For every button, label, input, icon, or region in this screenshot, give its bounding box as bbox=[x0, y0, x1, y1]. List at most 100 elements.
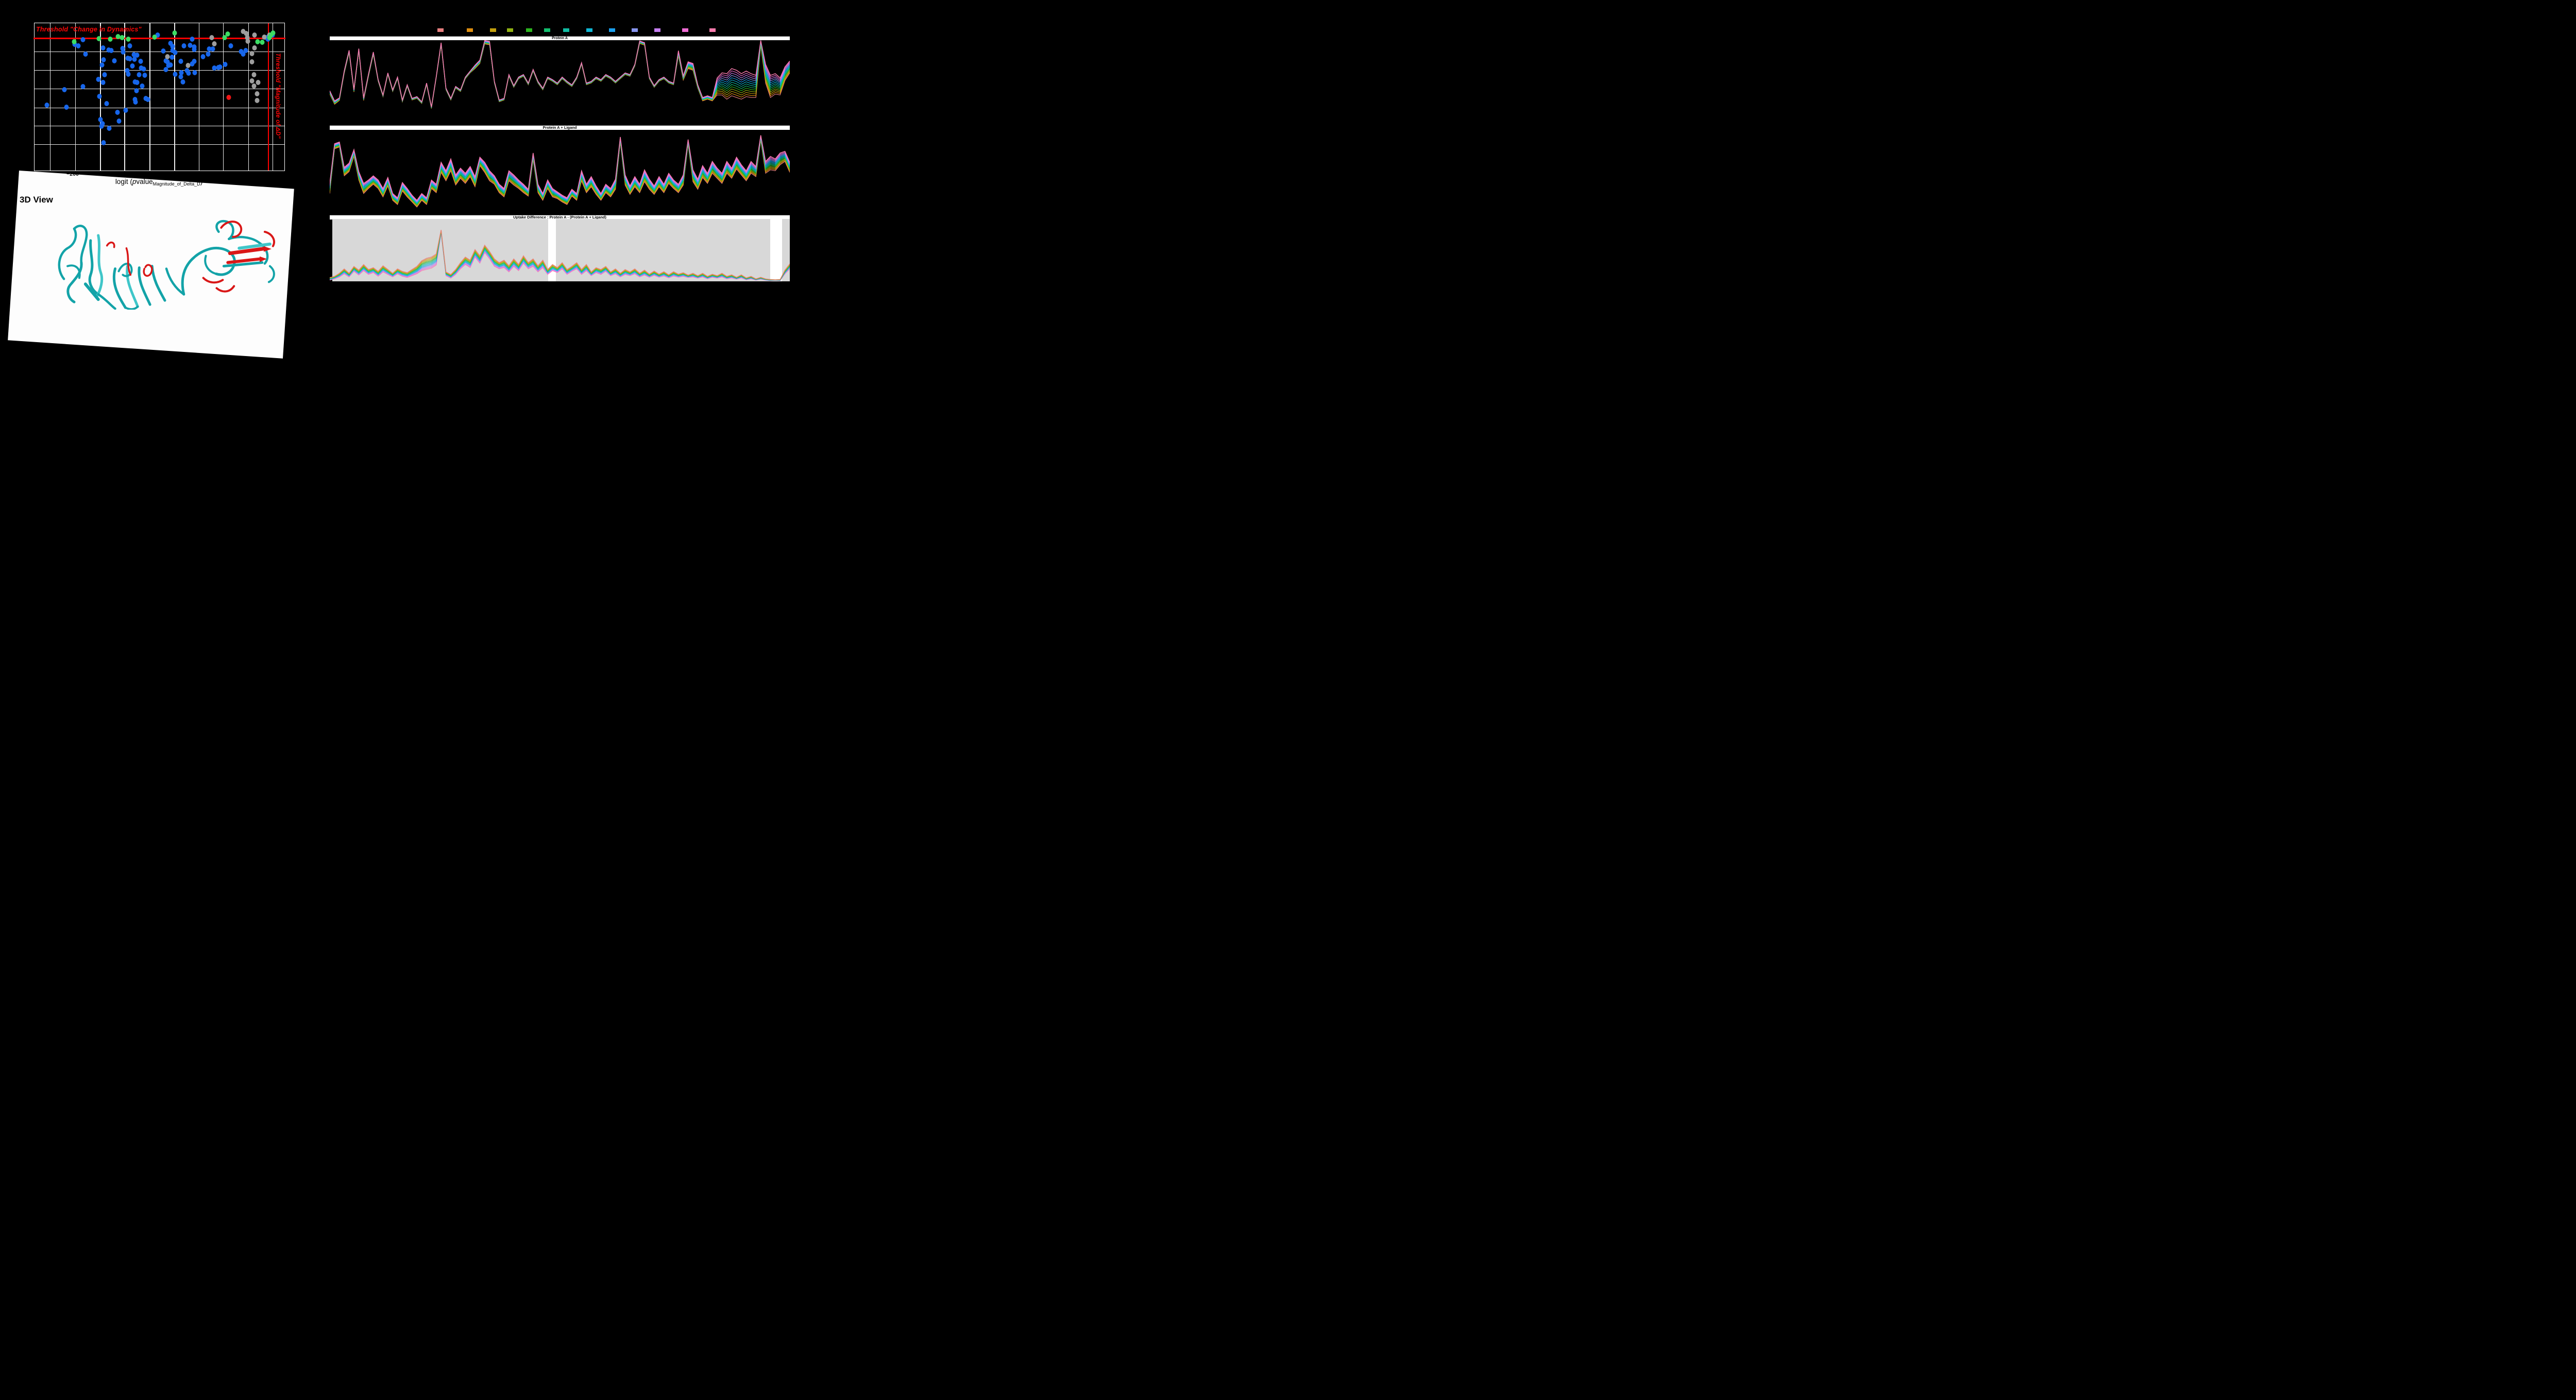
threshold-magnitude-label: Threshold "Magnitude of ΔD" bbox=[275, 53, 281, 139]
x-tick-minus100: −100 bbox=[120, 171, 132, 177]
legend-swatch-timepoint-1[interactable] bbox=[437, 28, 444, 32]
uptake-trace-timepoint-5 bbox=[330, 42, 790, 108]
volcano-point-low-confidence bbox=[252, 32, 257, 38]
volcano-point-non-significant bbox=[163, 67, 168, 72]
volcano-point-non-significant bbox=[130, 63, 135, 69]
volcano-point-non-significant bbox=[109, 48, 114, 53]
volcano-point-non-significant bbox=[134, 88, 139, 93]
volcano-point-low-confidence bbox=[251, 72, 257, 77]
legend-swatch-timepoint-11[interactable] bbox=[654, 28, 660, 32]
volcano-point-non-significant bbox=[126, 72, 131, 77]
gridline bbox=[248, 23, 249, 171]
volcano-point-non-significant bbox=[223, 62, 228, 67]
red-strand-arrowhead bbox=[263, 246, 272, 252]
volcano-point-non-significant bbox=[228, 43, 233, 48]
gridline bbox=[223, 23, 224, 171]
volcano-point-non-significant bbox=[100, 45, 106, 50]
uptake-charts-panel: Protein A Protein A + Ligand Uptake Diff… bbox=[330, 21, 790, 284]
volcano-point-non-significant bbox=[179, 70, 184, 75]
gap-band bbox=[770, 219, 782, 281]
legend-swatch-timepoint-12[interactable] bbox=[682, 28, 688, 32]
volcano-point-non-significant bbox=[142, 73, 147, 78]
gridline bbox=[35, 144, 284, 145]
uptake-trace-timepoint-12 bbox=[330, 136, 790, 201]
volcano-point-non-significant bbox=[102, 72, 107, 77]
volcano-point-non-significant bbox=[170, 48, 175, 53]
volcano-point-non-significant bbox=[200, 54, 206, 59]
volcano-point-significant-dynamics bbox=[152, 35, 157, 40]
volcano-point-low-confidence bbox=[255, 98, 260, 103]
legend-swatch-timepoint-8[interactable] bbox=[586, 28, 592, 32]
volcano-point-significant-dynamics bbox=[270, 30, 276, 36]
legend-swatch-timepoint-6[interactable] bbox=[544, 28, 550, 32]
legend-swatch-timepoint-10[interactable] bbox=[632, 28, 638, 32]
chart-uptake-difference[interactable] bbox=[330, 219, 790, 281]
volcano-point-low-confidence bbox=[165, 54, 170, 59]
volcano-point-low-confidence bbox=[249, 78, 255, 83]
legend-swatch-timepoint-2[interactable] bbox=[467, 28, 473, 32]
legend-swatch-timepoint-9[interactable] bbox=[609, 28, 615, 32]
volcano-point-non-significant bbox=[101, 140, 106, 145]
volcano-point-non-significant bbox=[76, 43, 81, 48]
uptake-trace-timepoint-8 bbox=[330, 137, 790, 204]
volcano-point-non-significant bbox=[115, 110, 120, 115]
volcano-point-non-significant bbox=[186, 71, 191, 76]
volcano-point-significant-dynamics bbox=[222, 35, 227, 40]
uptake-trace-timepoint-1 bbox=[330, 230, 790, 280]
volcano-point-non-significant bbox=[100, 80, 106, 85]
legend-swatch-timepoint-5[interactable] bbox=[526, 28, 532, 32]
volcano-point-non-significant bbox=[170, 55, 175, 60]
uptake-trace-timepoint-4 bbox=[330, 139, 790, 206]
volcano-point-non-significant bbox=[168, 41, 173, 46]
protein-ribbon-viewport[interactable] bbox=[49, 217, 281, 310]
volcano-point-non-significant bbox=[80, 84, 86, 89]
volcano-point-non-significant bbox=[188, 43, 193, 48]
volcano-point-low-confidence bbox=[245, 35, 250, 40]
volcano-plot-area[interactable]: Threshold "Change in Dynamics" Threshold… bbox=[33, 23, 285, 171]
volcano-point-non-significant bbox=[190, 61, 195, 66]
difference-chart-background bbox=[332, 219, 790, 281]
volcano-point-non-significant bbox=[192, 47, 197, 52]
volcano-point-low-confidence bbox=[249, 59, 255, 64]
threshold-line-dynamics[interactable] bbox=[33, 38, 285, 39]
volcano-point-non-significant bbox=[83, 52, 88, 57]
uptake-trace-timepoint-10 bbox=[330, 136, 790, 203]
uptake-trace-timepoint-13 bbox=[330, 40, 790, 107]
uptake-trace-timepoint-7 bbox=[330, 138, 790, 205]
volcano-point-non-significant bbox=[44, 103, 49, 108]
volcano-point-low-confidence bbox=[262, 35, 267, 40]
volcano-point-significant-dynamics bbox=[268, 32, 274, 38]
volcano-point-non-significant bbox=[96, 77, 101, 82]
volcano-point-non-significant bbox=[62, 87, 67, 92]
legend-swatch-timepoint-13[interactable] bbox=[709, 28, 716, 32]
volcano-point-non-significant bbox=[138, 59, 143, 64]
volcano-point-non-significant bbox=[206, 52, 211, 57]
gridline bbox=[124, 23, 126, 171]
chart-protein-a[interactable] bbox=[330, 40, 790, 125]
volcano-point-non-significant bbox=[125, 68, 130, 73]
uptake-trace-timepoint-6 bbox=[330, 138, 790, 205]
volcano-point-low-confidence bbox=[212, 41, 217, 46]
volcano-point-significant-dynamics bbox=[72, 39, 77, 44]
gridline bbox=[35, 70, 284, 71]
volcano-point-significant-dynamics bbox=[96, 36, 101, 41]
protein-red-highlights bbox=[106, 221, 275, 293]
threshold-dynamics-label: Threshold "Change in Dynamics" bbox=[36, 26, 142, 33]
volcano-point-non-significant bbox=[112, 58, 117, 63]
volcano-point-significant-dynamics bbox=[267, 35, 272, 40]
volcano-point-significant-dynamics bbox=[225, 31, 230, 37]
red-strand-arrowhead bbox=[259, 256, 267, 262]
protein-ribbon bbox=[58, 220, 275, 310]
legend-swatch-timepoint-4[interactable] bbox=[507, 28, 513, 32]
legend-swatch-timepoint-3[interactable] bbox=[490, 28, 496, 32]
volcano-point-non-significant bbox=[131, 52, 137, 57]
legend-swatch-timepoint-7[interactable] bbox=[563, 28, 569, 32]
chart-protein-a-ligand[interactable] bbox=[330, 129, 790, 214]
volcano-point-non-significant bbox=[192, 70, 197, 75]
volcano-point-non-significant bbox=[127, 43, 132, 48]
volcano-point-non-significant bbox=[116, 119, 122, 124]
volcano-point-non-significant bbox=[178, 74, 183, 79]
uptake-trace-timepoint-10 bbox=[330, 232, 790, 281]
threshold-line-magnitude[interactable] bbox=[268, 23, 269, 171]
volcano-point-non-significant bbox=[107, 126, 112, 131]
